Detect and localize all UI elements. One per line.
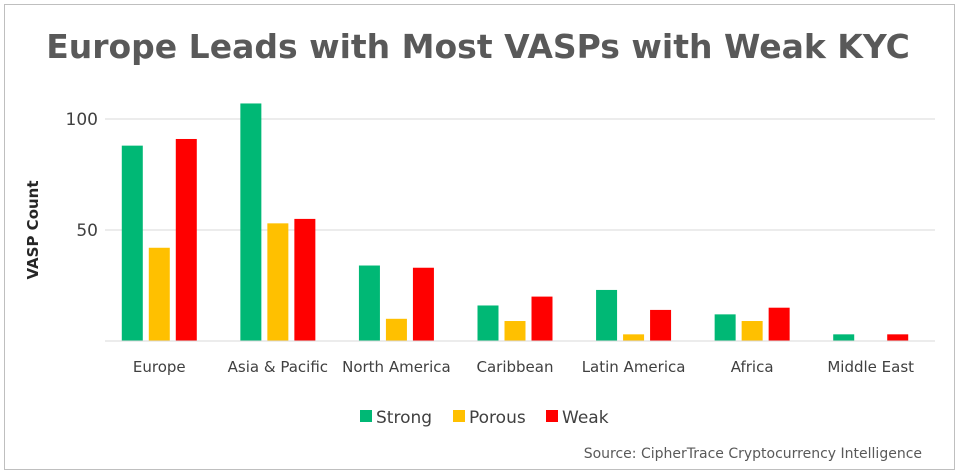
- bar-porous: [504, 321, 526, 341]
- bar-weak: [175, 138, 197, 341]
- category-label: Europe: [133, 358, 186, 376]
- category-label: Caribbean: [477, 358, 554, 376]
- bar-porous: [623, 334, 645, 341]
- category-label: Latin America: [582, 358, 686, 376]
- bar-weak: [412, 267, 434, 341]
- bar-porous: [148, 247, 170, 341]
- bar-porous: [267, 223, 289, 341]
- chart-frame: [4, 4, 955, 470]
- category-labels: Europe Asia & Pacific North America Caribbe…: [133, 358, 914, 376]
- category-label: Africa: [731, 358, 774, 376]
- bar-weak: [650, 309, 672, 341]
- bar-weak: [294, 218, 316, 341]
- bar-strong: [596, 289, 618, 341]
- category-label: Middle East: [827, 358, 914, 376]
- category-label: Asia & Pacific: [228, 358, 328, 376]
- legend: Strong Porous Weak: [360, 408, 609, 428]
- gridlines: [105, 118, 935, 231]
- bar-weak: [768, 307, 790, 341]
- legend-label-strong: Strong: [376, 408, 432, 428]
- y-tick-label: 50: [76, 221, 98, 241]
- bar-strong: [477, 305, 499, 341]
- bar-strong: [121, 145, 143, 341]
- bars: [121, 103, 909, 342]
- bar-strong: [358, 265, 380, 341]
- bar-weak: [887, 334, 909, 341]
- bar-weak: [531, 296, 553, 341]
- category-label: North America: [342, 358, 451, 376]
- y-axis-ticks: 50 100: [66, 110, 98, 241]
- legend-swatch-weak: [546, 410, 558, 422]
- bar-strong: [714, 314, 736, 341]
- legend-swatch-porous: [453, 410, 465, 422]
- bar-strong: [240, 103, 262, 342]
- source-note: Source: CipherTrace Cryptocurrency Intel…: [584, 446, 922, 462]
- legend-label-porous: Porous: [469, 408, 526, 428]
- chart-title: Europe Leads with Most VASPs with Weak K…: [46, 27, 910, 66]
- y-tick-label: 100: [66, 110, 98, 130]
- legend-label-weak: Weak: [562, 408, 609, 428]
- bar-porous: [741, 321, 763, 341]
- bar-porous: [385, 318, 407, 341]
- legend-swatch-strong: [360, 410, 372, 422]
- bar-strong: [833, 334, 855, 341]
- y-axis-label: VASP Count: [24, 180, 42, 279]
